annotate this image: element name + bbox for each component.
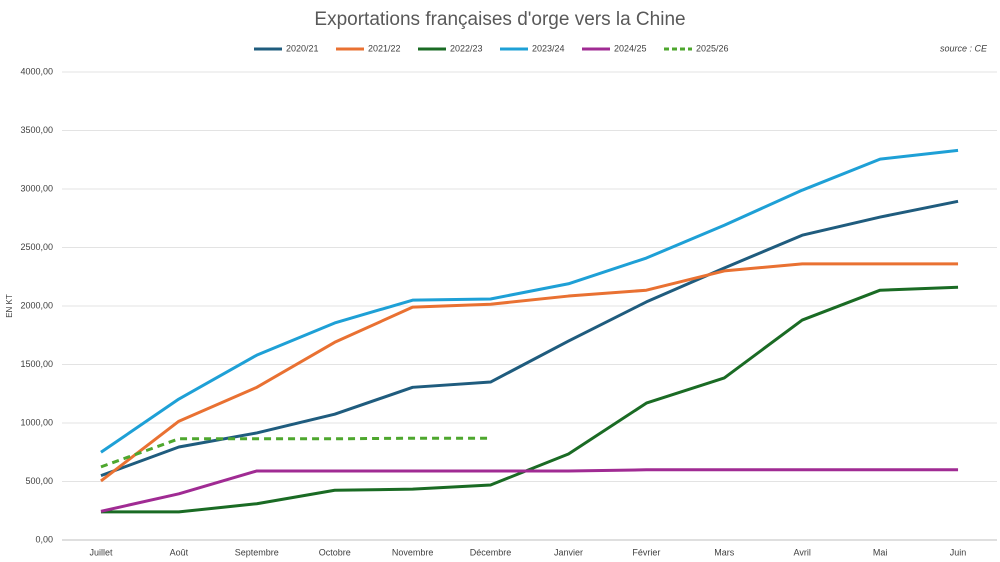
legend-label: 2022/23 — [450, 43, 483, 53]
y-tick-label: 0,00 — [35, 534, 53, 544]
x-tick-label: Août — [170, 547, 189, 557]
x-tick-label: Avril — [794, 547, 811, 557]
y-tick-label: 2000,00 — [20, 300, 53, 310]
series-line — [100, 436, 491, 469]
x-tick-label: Septembre — [235, 547, 279, 557]
legend-label: 2024/25 — [614, 43, 647, 53]
x-tick-label: Juillet — [89, 547, 113, 557]
y-tick-label: 2500,00 — [20, 242, 53, 252]
series-line — [100, 199, 959, 478]
y-tick-label: 4000,00 — [20, 66, 53, 76]
x-tick-label: Décembre — [470, 547, 512, 557]
x-tick-label: Février — [632, 547, 660, 557]
y-tick-label: 1000,00 — [20, 417, 53, 427]
y-tick-label: 3000,00 — [20, 183, 53, 193]
x-tick-label: Novembre — [392, 547, 434, 557]
series-line — [100, 468, 959, 513]
x-tick-label: Mai — [873, 547, 888, 557]
y-tick-label: 500,00 — [25, 476, 53, 486]
x-tick-label: Janvier — [554, 547, 583, 557]
y-axis-label: EN KT — [5, 294, 14, 318]
legend-label: 2023/24 — [532, 43, 565, 53]
y-tick-label: 1500,00 — [20, 359, 53, 369]
legend-label: 2025/26 — [696, 43, 729, 53]
chart-title: Exportations françaises d'orge vers la C… — [314, 9, 685, 30]
x-tick-label: Juin — [950, 547, 967, 557]
x-tick-label: Mars — [714, 547, 734, 557]
legend-label: 2020/21 — [286, 43, 319, 53]
legend-label: 2021/22 — [368, 43, 401, 53]
y-tick-label: 3500,00 — [20, 125, 53, 135]
source: source : CE — [940, 43, 988, 53]
series-line — [100, 148, 959, 454]
x-tick-label: Octobre — [319, 547, 351, 557]
series-line — [100, 262, 959, 483]
